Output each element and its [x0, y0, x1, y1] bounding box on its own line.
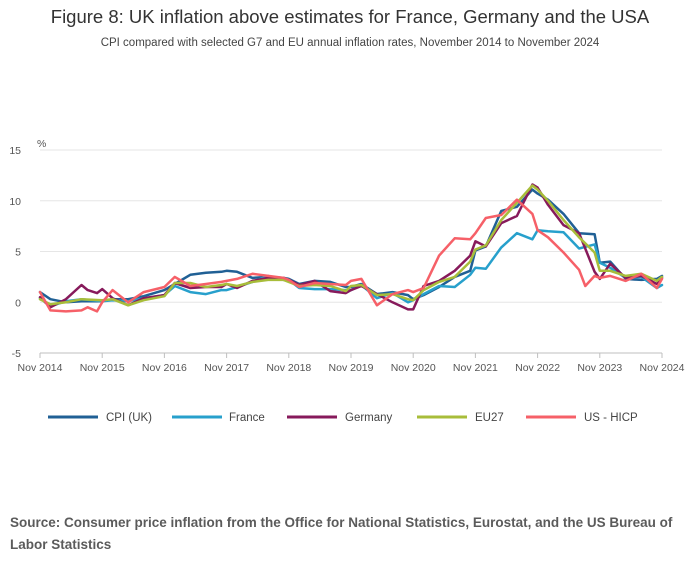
x-tick-label: Nov 2022 [515, 362, 560, 374]
x-tick-label: Nov 2019 [329, 362, 374, 374]
y-tick-label: 10 [9, 196, 21, 208]
series-lines [38, 183, 664, 313]
x-tick-label: Nov 2017 [204, 362, 249, 374]
y-tick-label: 15 [9, 145, 21, 157]
series-line-eu27 [38, 184, 664, 307]
chart-subtitle: CPI compared with selected G7 and EU ann… [100, 37, 600, 49]
legend-label-eu27[interactable]: EU27 [475, 412, 504, 424]
legend-label-france[interactable]: France [229, 412, 265, 424]
x-tick-label: Nov 2020 [391, 362, 436, 374]
x-tick-label: Nov 2021 [453, 362, 498, 374]
y-axis-label: % [37, 138, 46, 150]
y-tick-label: -5 [12, 348, 21, 360]
x-tick-label: Nov 2024 [640, 362, 685, 374]
series-line-us-hicp [38, 198, 664, 313]
y-tick-label: 5 [15, 247, 21, 259]
source-note: Source: Consumer price inflation from th… [10, 515, 673, 552]
series-line-france [38, 228, 664, 308]
legend-label-germany[interactable]: Germany [345, 412, 393, 424]
y-tick-label: 0 [15, 297, 21, 309]
x-tick-label: Nov 2018 [266, 362, 311, 374]
grid-lines [40, 149, 662, 354]
axes: -5 0 5 10 15% Nov 2014 Nov 2015 Nov 2016 Nov 201… [9, 138, 684, 374]
x-tick-label: Nov 2016 [142, 362, 187, 374]
chart-title: Figure 8: UK inflation above estimates f… [50, 6, 650, 27]
legend-label-cpi-uk[interactable]: CPI (UK) [106, 412, 152, 424]
series-line-germany [38, 183, 664, 311]
x-tick-label: Nov 2015 [80, 362, 125, 374]
x-tick-label: Nov 2014 [18, 362, 63, 374]
legend-label-us-hicp[interactable]: US - HICP [584, 412, 638, 424]
x-tick-label: Nov 2023 [577, 362, 622, 374]
legend: CPI (UK) France Germany EU27 US - HICP [48, 412, 638, 424]
line-chart: -5 0 5 10 15% Nov 2014 Nov 2015 Nov 2016 Nov 201… [9, 138, 684, 424]
